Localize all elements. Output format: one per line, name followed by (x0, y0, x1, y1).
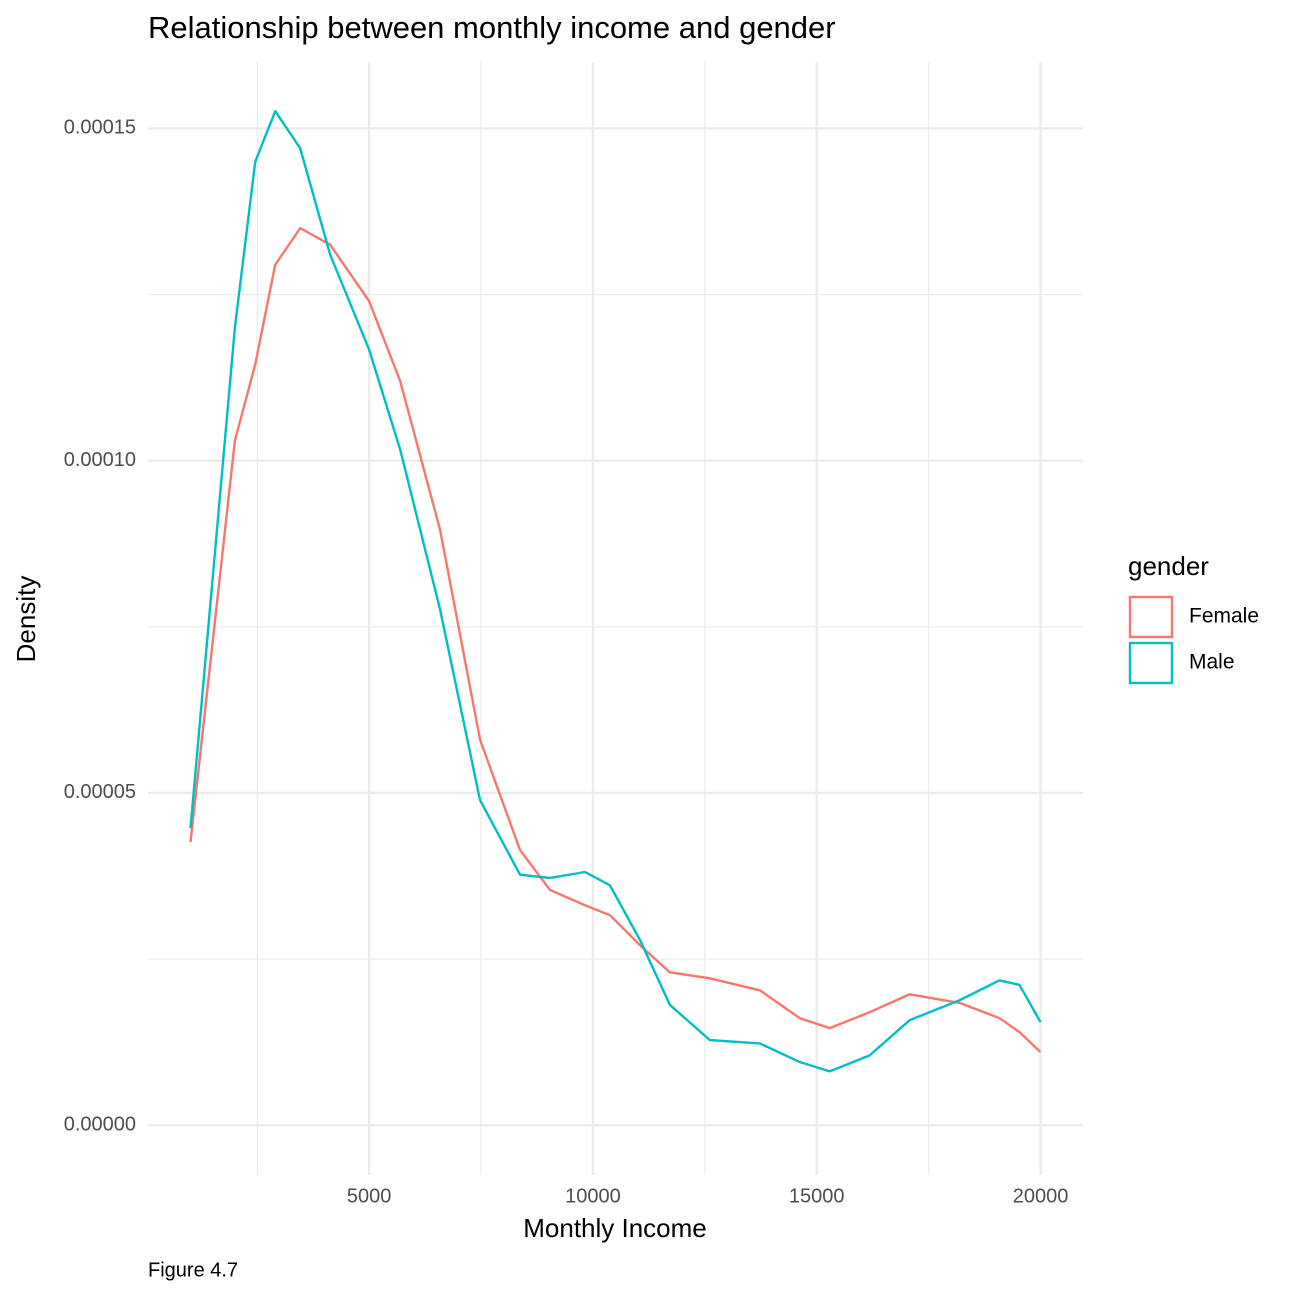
y-tick-label: 0.00005 (64, 781, 136, 803)
x-tick-label: 20000 (1013, 1185, 1069, 1207)
density-line (189, 226, 1042, 1053)
x-tick-label: 15000 (789, 1185, 845, 1207)
x-tick-label: 10000 (565, 1185, 621, 1207)
legend-label: Female (1189, 605, 1259, 628)
y-axis-title: Density (11, 576, 41, 663)
x-tick-label: 5000 (347, 1185, 392, 1207)
y-tick-label: 0.00015 (64, 117, 136, 139)
legend-key (1128, 595, 1174, 639)
density-line (189, 109, 1042, 1073)
legend-label: Male (1189, 651, 1235, 674)
x-axis-title: Monthly Income (523, 1213, 707, 1243)
chart-title: Relationship between monthly income and … (148, 10, 836, 45)
y-tick-label: 0.00010 (64, 449, 136, 471)
plot-area (189, 109, 1042, 1073)
caption: Figure 4.7 (148, 1259, 238, 1281)
legend-title: gender (1128, 551, 1209, 581)
grid (148, 62, 1083, 1175)
y-tick-label: 0.00000 (64, 1113, 136, 1135)
legend-key (1128, 641, 1174, 685)
